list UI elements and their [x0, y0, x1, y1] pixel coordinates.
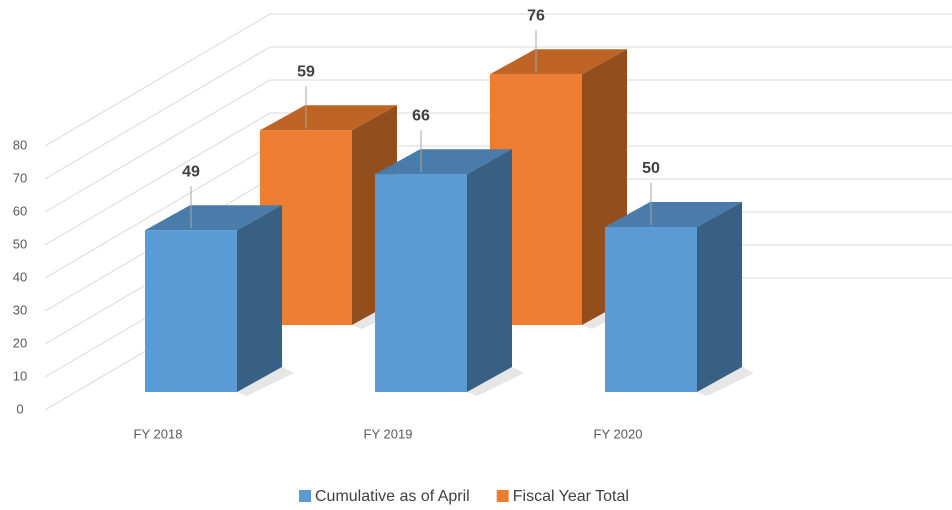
y-tick-label: 20	[13, 335, 27, 350]
bar-side	[467, 149, 512, 392]
y-tick-label: 60	[13, 203, 27, 218]
bar-top	[375, 149, 512, 175]
bar-shadow	[237, 367, 294, 396]
grid-line	[44, 112, 952, 246]
bar-side	[237, 205, 282, 392]
legend-swatch	[496, 490, 509, 502]
y-tick-label: 30	[13, 302, 27, 317]
x-tick-label: FY 2020	[594, 426, 643, 441]
bar-shadow	[697, 367, 754, 396]
y-tick-label: 80	[13, 137, 27, 152]
y-tick-label: 70	[13, 170, 27, 185]
y-tick-label: 0	[16, 401, 23, 416]
bar-front	[605, 227, 697, 392]
bar-top	[145, 205, 282, 231]
data-label: 59	[297, 64, 315, 81]
data-label: 76	[527, 7, 545, 24]
y-tick-label: 10	[13, 368, 27, 383]
grid-line	[44, 79, 952, 213]
data-label: 49	[182, 164, 200, 181]
grid-line	[44, 46, 952, 180]
legend-label: Cumulative as of April	[315, 488, 470, 505]
grid-line	[44, 13, 952, 147]
legend-label: Fiscal Year Total	[513, 488, 629, 505]
y-tick-label: 50	[13, 236, 27, 251]
bar-front	[145, 230, 237, 392]
x-tick-label: FY 2019	[364, 426, 413, 441]
legend-swatch	[299, 490, 311, 502]
y-tick-label: 40	[13, 269, 27, 284]
x-tick-label: FY 2018	[134, 426, 183, 441]
bar-side	[697, 202, 742, 392]
bar-shadow	[467, 367, 524, 396]
data-label: 66	[412, 107, 430, 124]
bar-top	[490, 49, 627, 75]
bar-top	[605, 202, 742, 227]
bar-front	[375, 174, 467, 392]
data-label: 50	[642, 160, 660, 177]
bar-top	[260, 105, 397, 131]
